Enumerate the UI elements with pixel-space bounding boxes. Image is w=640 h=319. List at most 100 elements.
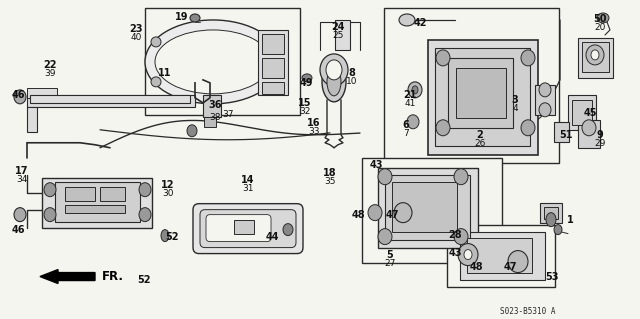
Bar	[540, 203, 562, 223]
Text: 7: 7	[403, 129, 409, 138]
Ellipse shape	[283, 224, 293, 236]
Text: 43: 43	[369, 160, 383, 170]
Text: 33: 33	[308, 127, 320, 136]
Bar	[234, 220, 254, 234]
Ellipse shape	[539, 83, 551, 97]
Bar	[384, 8, 559, 163]
Text: 5: 5	[387, 249, 394, 260]
Ellipse shape	[378, 169, 392, 185]
Ellipse shape	[597, 13, 609, 23]
Ellipse shape	[326, 60, 342, 80]
Text: 6: 6	[403, 120, 410, 130]
Bar	[27, 95, 195, 107]
Text: 44: 44	[265, 232, 279, 241]
Text: 2: 2	[477, 130, 483, 140]
Bar	[578, 120, 600, 148]
Ellipse shape	[327, 68, 341, 96]
Text: 38: 38	[209, 113, 221, 122]
FancyBboxPatch shape	[200, 210, 296, 248]
Text: 12: 12	[161, 180, 175, 190]
Bar	[568, 95, 596, 130]
Ellipse shape	[155, 30, 271, 94]
Text: 39: 39	[44, 69, 56, 78]
Ellipse shape	[190, 14, 200, 22]
Text: S023-B5310 A: S023-B5310 A	[500, 308, 556, 316]
Ellipse shape	[151, 77, 161, 87]
Ellipse shape	[454, 169, 468, 185]
Ellipse shape	[302, 74, 312, 82]
Text: 10: 10	[346, 77, 358, 86]
Bar	[428, 40, 538, 155]
Ellipse shape	[464, 249, 472, 260]
Ellipse shape	[586, 45, 604, 65]
Text: 27: 27	[384, 259, 396, 268]
Ellipse shape	[151, 37, 161, 47]
Ellipse shape	[458, 244, 478, 265]
Text: 30: 30	[163, 189, 173, 198]
Ellipse shape	[582, 120, 596, 136]
Bar	[27, 88, 57, 98]
Text: 31: 31	[243, 184, 253, 193]
Ellipse shape	[139, 183, 151, 197]
Ellipse shape	[454, 229, 468, 245]
Bar	[204, 117, 216, 127]
Text: 14: 14	[241, 175, 255, 185]
Text: 52: 52	[165, 232, 179, 241]
FancyArrow shape	[40, 270, 95, 284]
Bar	[65, 187, 95, 201]
Text: 28: 28	[448, 230, 462, 240]
Ellipse shape	[436, 120, 450, 136]
Text: 48: 48	[351, 210, 365, 220]
Text: 16: 16	[307, 118, 321, 128]
Ellipse shape	[508, 251, 528, 272]
Bar	[578, 38, 613, 78]
Text: 40: 40	[131, 33, 141, 42]
FancyBboxPatch shape	[206, 215, 271, 241]
Text: 52: 52	[137, 275, 151, 285]
Ellipse shape	[408, 82, 422, 98]
Bar	[30, 95, 190, 103]
Text: 1: 1	[566, 215, 573, 225]
Bar	[467, 238, 532, 272]
Bar	[42, 178, 152, 228]
Text: 37: 37	[222, 110, 234, 119]
Text: 25: 25	[332, 31, 344, 40]
Bar	[535, 85, 555, 115]
Ellipse shape	[591, 50, 599, 60]
Bar	[203, 95, 221, 117]
Ellipse shape	[521, 50, 535, 66]
Text: 20: 20	[595, 23, 605, 32]
Ellipse shape	[554, 225, 562, 234]
Ellipse shape	[14, 208, 26, 222]
Text: 50: 50	[593, 14, 607, 24]
Ellipse shape	[521, 120, 535, 136]
FancyBboxPatch shape	[193, 204, 303, 254]
Bar	[554, 122, 569, 142]
Bar	[448, 58, 513, 128]
Text: 22: 22	[44, 60, 57, 70]
Ellipse shape	[368, 205, 382, 221]
Text: 47: 47	[503, 262, 516, 271]
Text: 26: 26	[474, 139, 486, 148]
Text: 8: 8	[349, 68, 355, 78]
Text: FR.: FR.	[102, 270, 124, 283]
Ellipse shape	[44, 183, 56, 197]
Bar	[460, 232, 545, 279]
Text: 3: 3	[511, 95, 518, 105]
Bar	[262, 82, 284, 94]
Ellipse shape	[320, 54, 348, 86]
Ellipse shape	[322, 62, 346, 102]
Text: 9: 9	[596, 130, 604, 140]
Text: 36: 36	[208, 100, 221, 110]
Bar	[362, 158, 502, 263]
Text: 45: 45	[583, 108, 596, 118]
Text: 35: 35	[324, 177, 336, 186]
Ellipse shape	[546, 213, 556, 226]
Ellipse shape	[44, 208, 56, 222]
Ellipse shape	[187, 125, 197, 137]
Text: 4: 4	[512, 104, 518, 113]
Text: 29: 29	[595, 139, 605, 148]
Bar	[145, 8, 300, 115]
Bar	[335, 20, 350, 50]
Bar	[392, 182, 457, 232]
